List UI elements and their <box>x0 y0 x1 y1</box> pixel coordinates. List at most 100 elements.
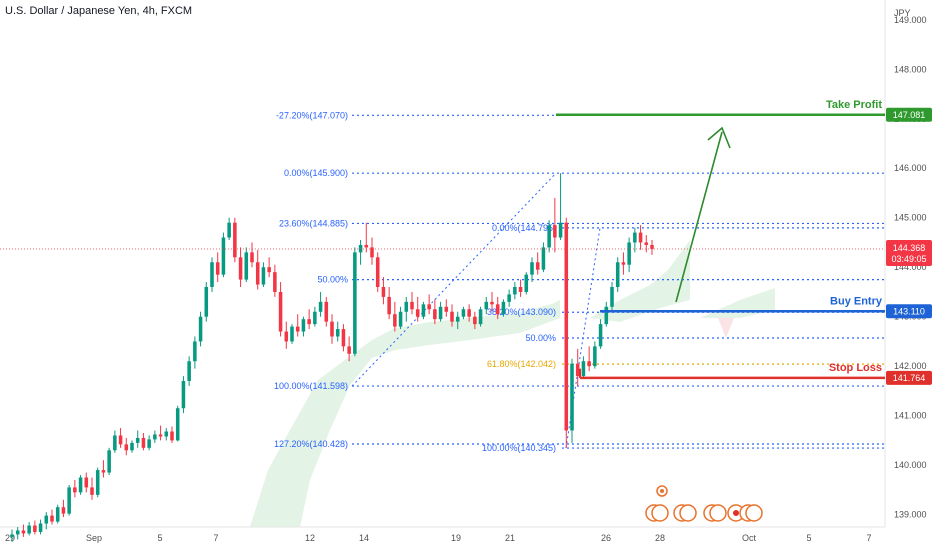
x-tick-label: Sep <box>86 533 102 543</box>
candle-body <box>535 262 540 270</box>
candle-body <box>313 311 317 325</box>
candle-body <box>404 301 409 312</box>
candle-body <box>84 477 89 488</box>
candle-body <box>73 487 77 493</box>
cloud-area <box>590 240 690 322</box>
fib-level-label: 50.00% <box>525 333 556 343</box>
candle-body <box>570 363 574 431</box>
candle-body <box>650 244 654 249</box>
candle-body <box>290 326 294 342</box>
candle-body <box>124 444 129 451</box>
buy-entry-price-tag <box>886 304 932 319</box>
us-flag-icon[interactable] <box>745 504 763 522</box>
x-tick-label: 29 <box>5 533 15 543</box>
candle-body <box>227 222 231 238</box>
economic-events[interactable] <box>645 485 763 522</box>
candle-body <box>558 222 563 238</box>
candle-body <box>307 319 311 325</box>
candle-body <box>67 487 71 514</box>
candle-body <box>381 287 386 297</box>
candle-body <box>364 244 369 248</box>
candle-body <box>564 222 569 431</box>
fib-trendline[interactable] <box>351 172 557 387</box>
y-tick-label: 142.000 <box>894 361 927 371</box>
fib-level-label: 100.00%(141.598) <box>274 381 348 391</box>
candle-body <box>267 267 271 273</box>
candle-body <box>255 262 260 285</box>
x-tick-label: Oct <box>742 533 757 543</box>
candle-body <box>273 272 277 292</box>
fib-level-label: 38.20%(143.090) <box>487 307 556 317</box>
candle-body <box>278 291 283 332</box>
y-tick-label: 144.000 <box>894 262 927 272</box>
projection-arrow[interactable] <box>675 126 731 303</box>
candle-body <box>107 450 111 473</box>
candle-body <box>95 470 100 495</box>
candle-body <box>604 306 609 325</box>
candle-body <box>50 515 54 522</box>
candle-body <box>158 434 163 437</box>
fib-level-label: 100.00%(140.345) <box>482 443 556 453</box>
candle-body <box>10 534 14 537</box>
chart-title: U.S. Dollar / Japanese Yen, 4h, FXCM <box>5 5 192 17</box>
x-tick-label: 26 <box>601 533 611 543</box>
fib-level-label: 127.20%(140.428) <box>274 439 348 449</box>
candle-body <box>484 301 489 310</box>
candle-body <box>38 523 43 532</box>
candle-body <box>101 470 106 473</box>
projection-arrow-line[interactable] <box>675 131 723 303</box>
y-tick-label: 148.000 <box>894 64 927 74</box>
candle-body <box>438 306 443 320</box>
us-flag-icon[interactable] <box>709 504 727 522</box>
candlesticks <box>10 173 654 542</box>
candle-body <box>78 477 83 493</box>
candle-body <box>633 232 637 243</box>
bar-countdown: 03:49:05 <box>891 254 926 264</box>
candle-body <box>501 301 506 315</box>
stop-loss-price-tag <box>886 370 932 385</box>
x-tick-label: 19 <box>451 533 461 543</box>
candle-body <box>644 242 649 245</box>
jp-sun-icon <box>733 510 739 516</box>
trade-annotations[interactable]: Take Profit 147.081 Buy Entry 143.110 Stop L… <box>556 99 932 385</box>
candle-body <box>318 301 323 312</box>
candle-body <box>433 309 437 320</box>
x-tick-label: 14 <box>359 533 369 543</box>
candle-body <box>295 326 300 332</box>
candle-body <box>610 287 614 307</box>
candle-body <box>627 242 631 265</box>
candle-body <box>427 304 431 310</box>
candle-body <box>21 530 26 534</box>
candle-body <box>215 262 220 275</box>
candle-body <box>461 309 466 317</box>
candle-body <box>55 507 60 522</box>
candle-body <box>473 316 477 325</box>
candle-body <box>204 287 209 317</box>
candle-body <box>187 361 191 382</box>
us-flag-icon[interactable] <box>679 504 697 522</box>
candle-body <box>524 274 529 292</box>
fib-level-label: 0.00%(145.900) <box>284 168 348 178</box>
time-axis[interactable]: 29 Sep 5 7 12 14 19 21 26 28 Oct 5 7 <box>5 533 872 543</box>
candle-body <box>90 487 94 495</box>
candle-body <box>621 262 626 265</box>
candle-body <box>353 252 357 354</box>
candle-body <box>130 442 134 451</box>
candle-body <box>301 319 306 332</box>
candle-body <box>375 257 380 288</box>
candle-body <box>518 287 523 292</box>
x-tick-label: 28 <box>655 533 665 543</box>
candle-body <box>153 434 157 440</box>
fib-level-label: 23.60%(144.885) <box>279 218 348 228</box>
candle-body <box>638 232 643 243</box>
us-flag-icon[interactable] <box>651 504 669 522</box>
fib-level-label: -27.20%(147.070) <box>276 110 348 120</box>
x-tick-label: 5 <box>157 533 162 543</box>
candle-body <box>421 304 426 317</box>
candle-body <box>170 431 174 441</box>
candle-body <box>147 439 151 448</box>
candle-body <box>335 329 340 337</box>
candle-body <box>44 515 49 524</box>
candle-body <box>398 311 403 327</box>
